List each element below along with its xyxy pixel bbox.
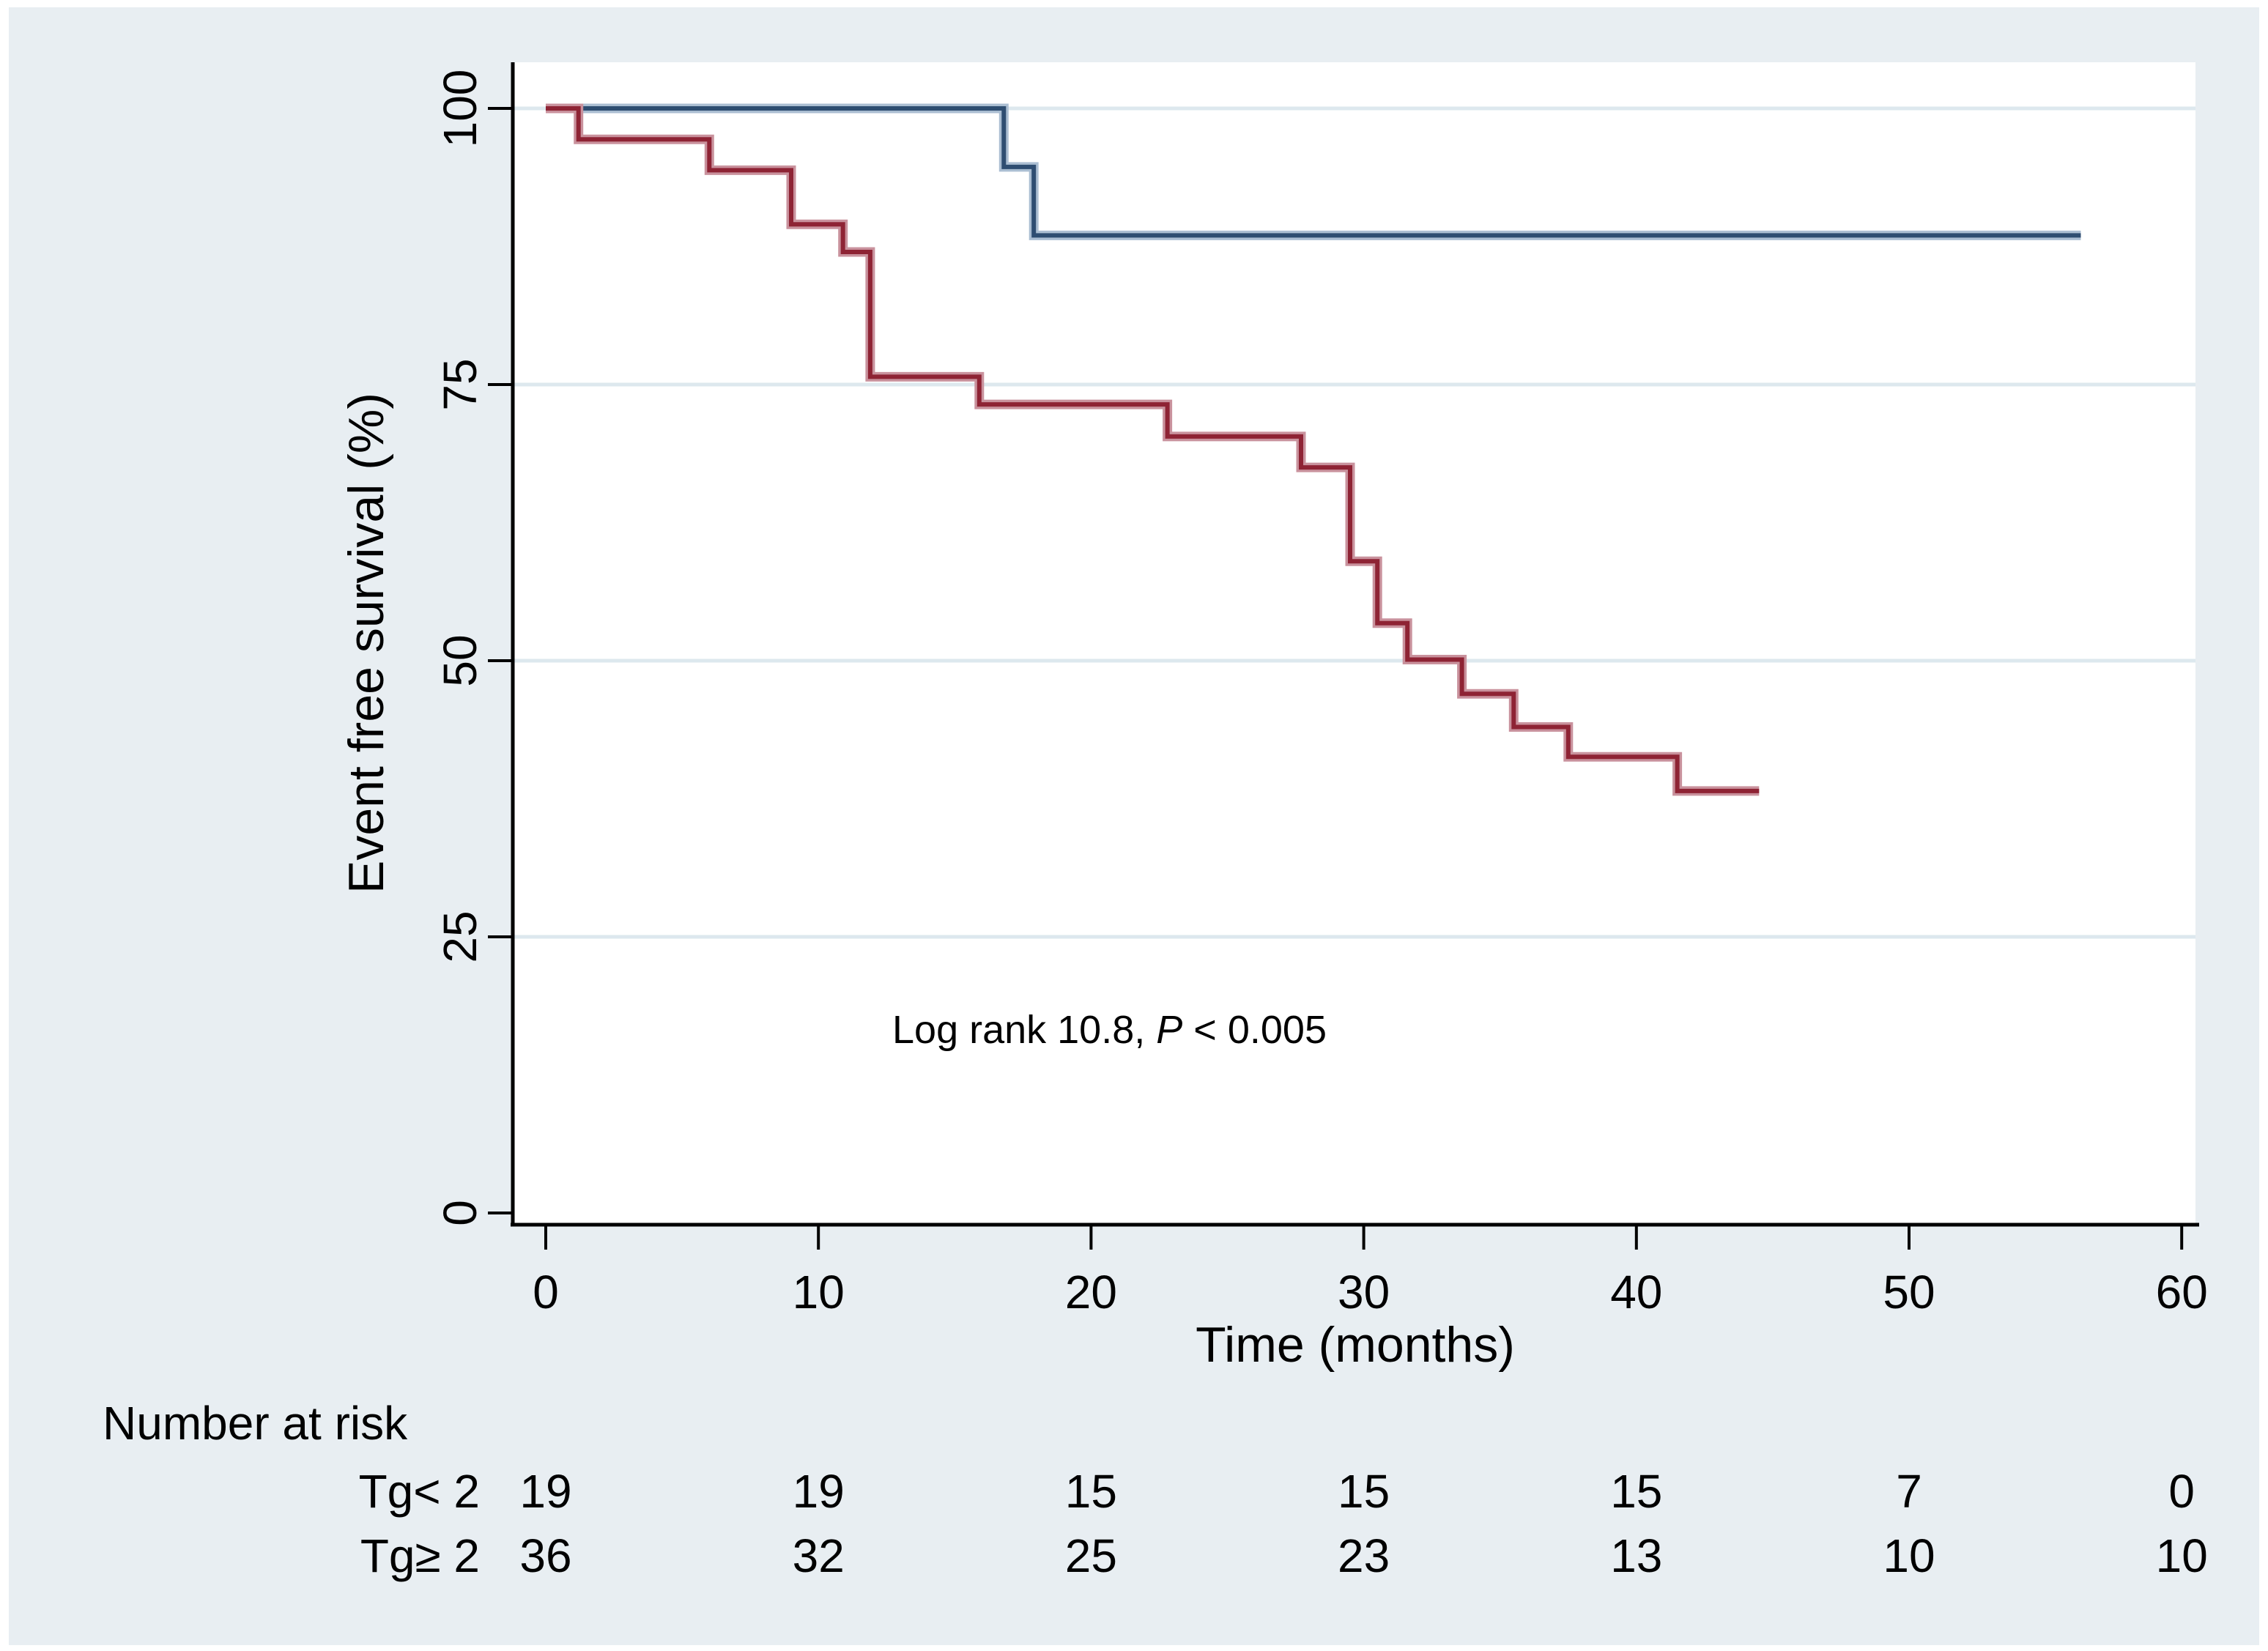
x-tick-label-30: 30: [1338, 1266, 1390, 1318]
risk-cell-row1-t50: 10: [1883, 1529, 1935, 1582]
risk-cell-row1-t30: 23: [1338, 1529, 1390, 1582]
x-tick-label-40: 40: [1610, 1266, 1663, 1318]
number-at-risk-heading: Number at risk: [103, 1397, 408, 1450]
survival-curve-blue: [546, 106, 2081, 238]
x-tick-label-10: 10: [792, 1266, 845, 1318]
log-rank-text: Log rank 10.8,: [892, 1008, 1157, 1052]
y-tick-label-75: 75: [434, 358, 486, 411]
y-tick-label-25: 25: [434, 910, 486, 963]
risk-cell-row0-t60: 0: [2168, 1465, 2195, 1518]
x-tick-label-50: 50: [1883, 1266, 1935, 1318]
x-axis-title: Time (months): [1196, 1317, 1515, 1373]
x-tick-label-0: 0: [533, 1266, 559, 1318]
risk-cell-row0-t40: 15: [1610, 1465, 1663, 1518]
risk-row-label-0: Tg< 2: [358, 1465, 480, 1518]
risk-cell-row1-t40: 13: [1610, 1529, 1663, 1582]
risk-cell-row0-t30: 15: [1338, 1465, 1390, 1518]
risk-cell-row0-t20: 15: [1064, 1465, 1117, 1518]
p-value-text: < 0.005: [1182, 1008, 1327, 1052]
x-tick-label-20: 20: [1064, 1266, 1117, 1318]
y-tick-label-0: 0: [434, 1200, 486, 1226]
plot-area: [514, 62, 2195, 1223]
risk-cell-row1-t20: 25: [1064, 1529, 1117, 1582]
p-symbol: P: [1156, 1008, 1183, 1052]
risk-cell-row0-t0: 19: [519, 1465, 572, 1518]
y-tick-label-50: 50: [434, 634, 486, 687]
risk-row-label-1: Tg≥ 2: [360, 1529, 480, 1582]
risk-cell-row1-t10: 32: [792, 1529, 845, 1582]
log-rank-annotation: Log rank 10.8, P < 0.005: [892, 1007, 1327, 1053]
risk-cell-row0-t50: 7: [1896, 1465, 1922, 1518]
risk-cell-row1-t60: 10: [2155, 1529, 2208, 1582]
risk-cell-row1-t0: 36: [519, 1529, 572, 1582]
y-axis-title: Event free survival (%): [338, 393, 394, 894]
survival-curve-red: [546, 106, 1760, 793]
y-tick-label-100: 100: [434, 69, 486, 148]
x-tick-label-60: 60: [2155, 1266, 2208, 1318]
risk-cell-row0-t10: 19: [792, 1465, 845, 1518]
